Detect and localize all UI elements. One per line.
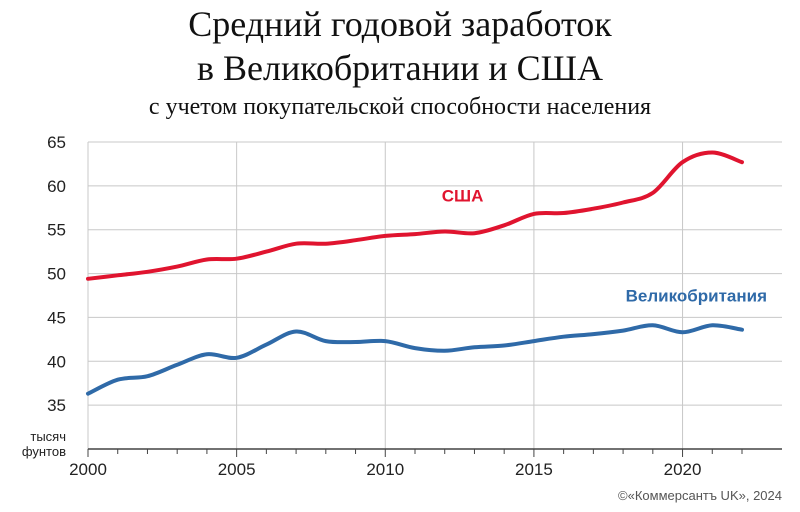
labels: тысяч фунтов ©«Коммерсантъ UK», 2024 35 4… [22,133,782,503]
axes [87,448,782,457]
x-tick-label-2000: 2000 [69,460,107,479]
series-lines [86,150,744,396]
y-tick-label-65: 65 [47,133,66,152]
y-tick-label-45: 45 [47,308,66,327]
series-line-0 [86,150,744,281]
x-tick-label-2015: 2015 [515,460,553,479]
y-tick-label-50: 50 [47,265,66,284]
y-tick-label-60: 60 [47,177,66,196]
y-unit-label-line1: тысяч [30,429,66,444]
chart-subtitle: с учетом покупательской способности насе… [148,94,652,120]
series-line-1 [86,323,744,396]
x-tick-label-2005: 2005 [218,460,256,479]
y-tick-label-55: 55 [47,221,66,240]
chart-title-line2: в Великобритании и США [196,48,603,88]
y-tick-label-40: 40 [47,352,66,371]
x-tick-label-2020: 2020 [664,460,702,479]
series-label-0: США [442,186,484,205]
chart-title-line1: Средний годовой заработок [188,4,612,44]
series-label-1: Великобритания [626,287,767,306]
y-unit-label-line2: фунтов [22,444,66,459]
credit-text: ©«Коммерсантъ UK», 2024 [618,488,782,503]
grid-lines [87,141,782,449]
y-tick-label-35: 35 [47,396,66,415]
x-tick-label-2010: 2010 [366,460,404,479]
